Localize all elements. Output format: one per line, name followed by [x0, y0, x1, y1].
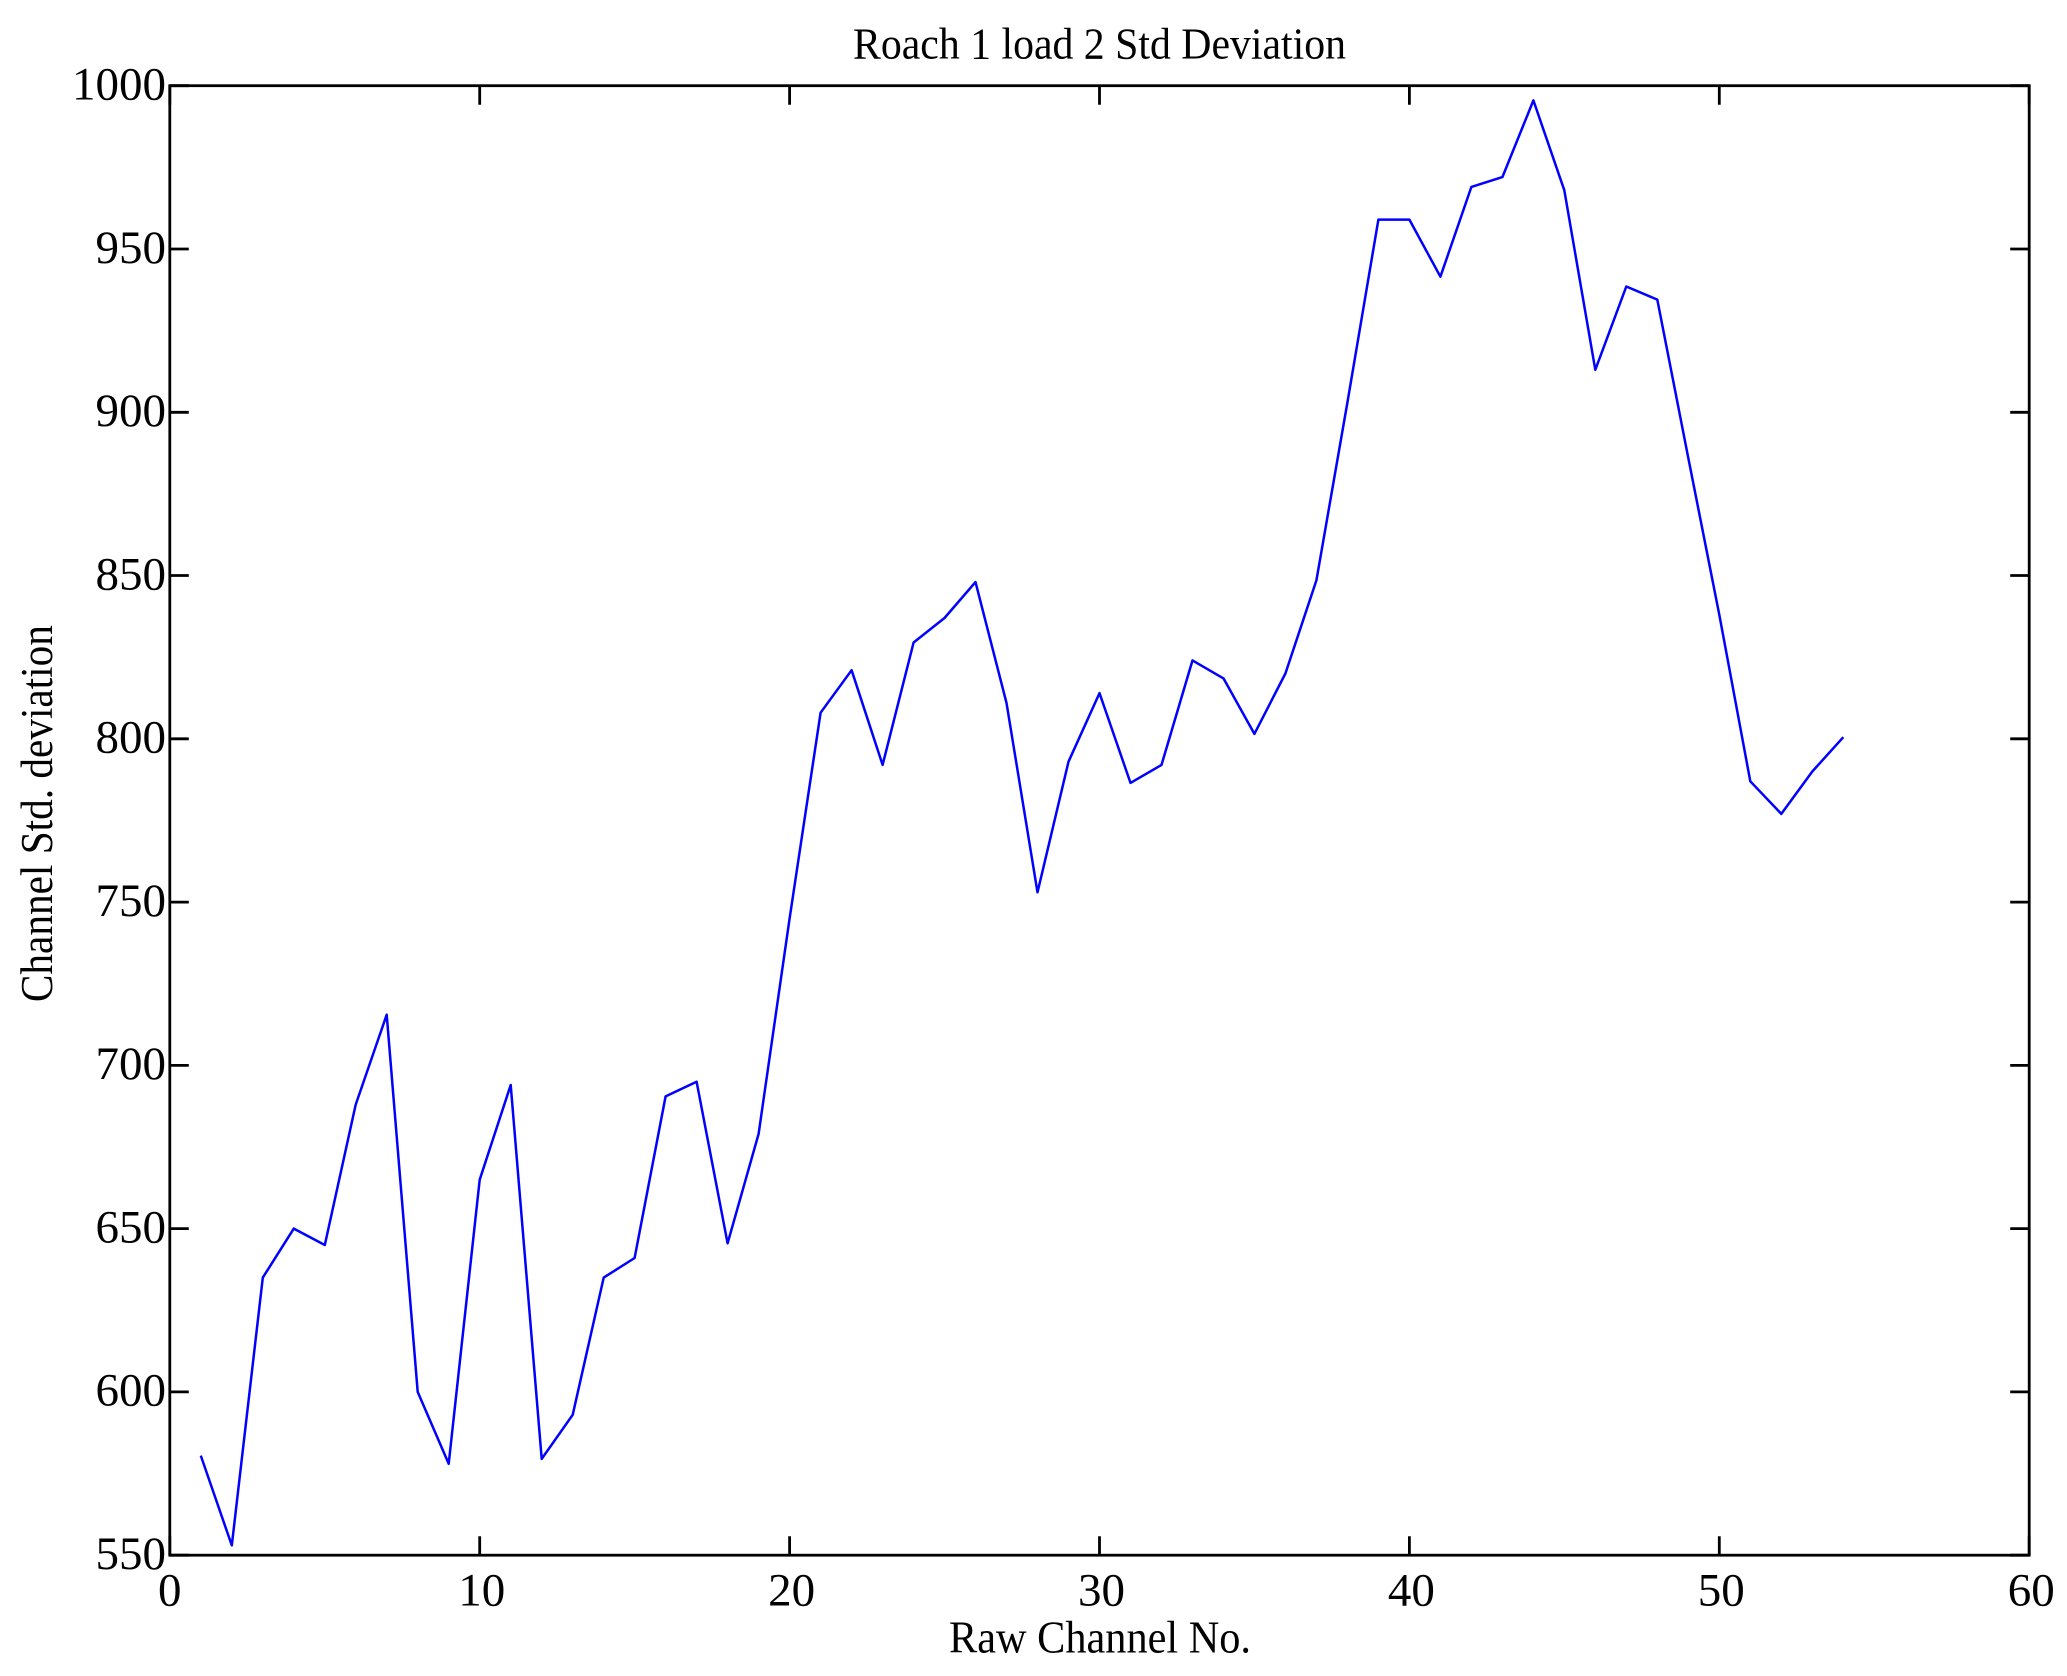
svg-text:30: 30 — [1078, 1565, 1125, 1617]
svg-text:900: 900 — [96, 385, 167, 437]
svg-text:60: 60 — [2008, 1565, 2055, 1617]
svg-text:600: 600 — [96, 1365, 167, 1417]
svg-text:650: 650 — [96, 1201, 167, 1253]
svg-text:20: 20 — [768, 1565, 815, 1617]
svg-text:750: 750 — [96, 875, 167, 927]
svg-text:950: 950 — [96, 222, 167, 274]
svg-text:800: 800 — [96, 712, 167, 764]
svg-text:Channel Std. deviation: Channel Std. deviation — [11, 625, 62, 1002]
svg-text:700: 700 — [96, 1038, 167, 1090]
svg-text:0: 0 — [158, 1565, 182, 1617]
svg-text:50: 50 — [1698, 1565, 1745, 1617]
svg-text:1000: 1000 — [72, 59, 166, 111]
svg-text:Raw Channel No.: Raw Channel No. — [949, 1611, 1251, 1662]
svg-text:550: 550 — [96, 1528, 167, 1580]
svg-text:Roach 1 load 2 Std Deviation: Roach 1 load 2 Std Deviation — [853, 20, 1346, 69]
svg-text:850: 850 — [96, 548, 167, 600]
svg-text:10: 10 — [458, 1565, 505, 1617]
svg-text:40: 40 — [1388, 1565, 1435, 1617]
